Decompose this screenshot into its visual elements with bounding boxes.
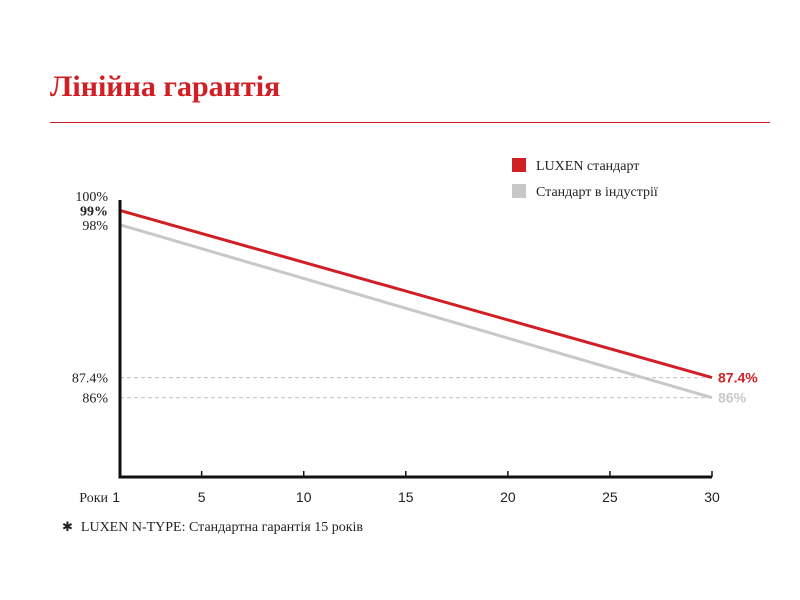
x-tick-label: 25 [602, 489, 618, 505]
y-tick-label: 99% [80, 204, 108, 219]
y-tick-label: 100% [75, 190, 108, 205]
y-tick-label: 87.4% [72, 372, 109, 387]
y-tick-label: 86% [82, 392, 108, 407]
x-tick-label: 1 [112, 489, 120, 505]
y-tick-label: 98% [82, 219, 108, 234]
x-axis-title: Роки [79, 491, 108, 506]
footnote-text: LUXEN N-TYPE: Стандартна гарантія 15 рок… [80, 520, 364, 535]
asterisk-icon: ✱ [62, 520, 73, 535]
data-label: 86% [718, 390, 747, 406]
series-line-luxen [119, 208, 713, 380]
legend-label: LUXEN стандарт [536, 159, 639, 174]
data-label: 87.4% [718, 370, 758, 386]
x-tick-label: 15 [398, 489, 414, 505]
legend-swatch [512, 158, 526, 172]
footnote: ✱ LUXEN N-TYPE: Стандартна гарантія 15 ро… [62, 520, 363, 536]
x-tick-label: 5 [198, 489, 206, 505]
legend-swatch [512, 184, 526, 198]
x-tick-label: 20 [500, 489, 516, 505]
x-tick-label: 10 [296, 489, 312, 505]
x-tick-label: 30 [704, 489, 720, 505]
legend-label: Стандарт в індустрії [536, 185, 658, 200]
title-divider [50, 122, 770, 123]
series-line-industry [119, 223, 713, 400]
page-title: Лінійна гарантія [50, 70, 281, 103]
